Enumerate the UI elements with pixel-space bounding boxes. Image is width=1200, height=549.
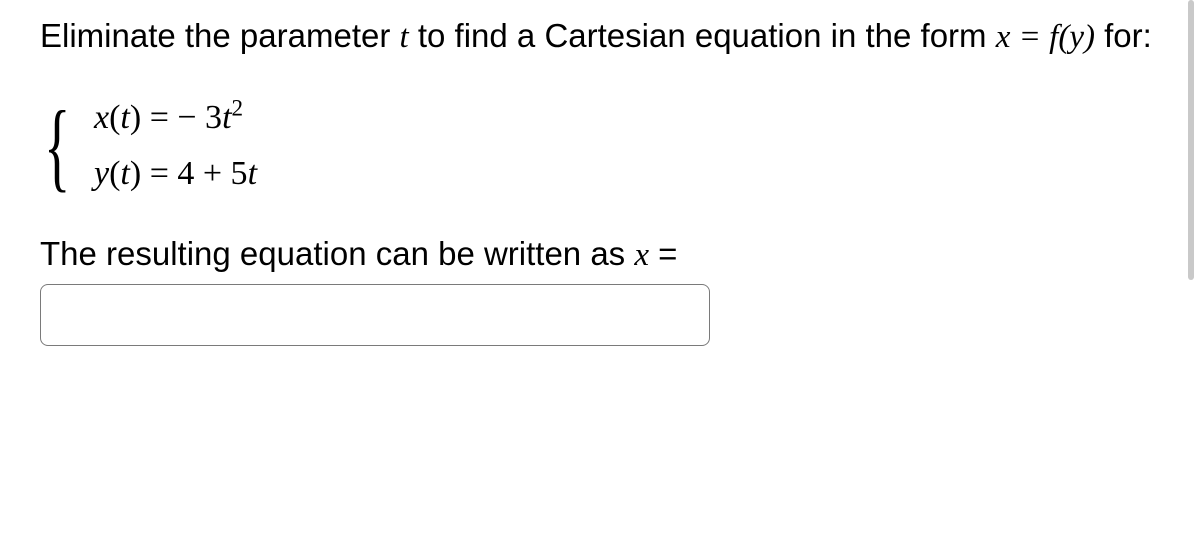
eq1-exp: 2 (232, 96, 244, 122)
eq2-fn: y (94, 155, 109, 192)
form-fn: f (1049, 19, 1058, 55)
equation-x: x(t) = − 3t2 (94, 101, 257, 135)
form-close: ) (1084, 19, 1095, 55)
problem-prefix: Eliminate the parameter (40, 17, 400, 54)
eq2-arg: t (120, 155, 129, 192)
eq1-fn: x (94, 99, 109, 136)
answer-input[interactable] (40, 284, 710, 346)
problem-statement: Eliminate the parameter t to find a Cart… (40, 10, 1160, 63)
result-var: x (634, 237, 649, 273)
eq1-arg: t (120, 99, 129, 136)
eq1-open: ( (109, 99, 120, 136)
equation-y: y(t) = 4 + 5t (94, 157, 257, 191)
eq1-close: ) (130, 99, 141, 136)
eq2-close: ) (130, 155, 141, 192)
question-container: Eliminate the parameter t to find a Cart… (0, 0, 1200, 549)
form-lhs: x (996, 19, 1011, 55)
result-prompt: The resulting equation can be written as… (40, 235, 1160, 274)
eq2-open: ( (109, 155, 120, 192)
result-text: The resulting equation can be written as (40, 235, 634, 272)
param-var: t (400, 19, 409, 55)
equation-column: x(t) = − 3t2 y(t) = 4 + 5t (94, 101, 257, 191)
eq2-tvar: t (248, 155, 257, 192)
form-eq: = (1010, 19, 1049, 55)
form-open: ( (1058, 19, 1069, 55)
form-arg: y (1069, 19, 1084, 55)
scrollbar[interactable] (1188, 0, 1194, 280)
parametric-system: { x(t) = − 3t2 y(t) = 4 + 5t (44, 101, 1160, 191)
problem-suffix: for: (1095, 17, 1152, 54)
brace-icon: { (44, 111, 70, 181)
eq1-eq: = − 3 (141, 99, 222, 136)
eq2-eq: = 4 + 5 (141, 155, 247, 192)
eq1-tvar: t (222, 99, 231, 136)
problem-mid: to find a Cartesian equation in the form (409, 17, 996, 54)
result-eq: = (649, 235, 677, 272)
